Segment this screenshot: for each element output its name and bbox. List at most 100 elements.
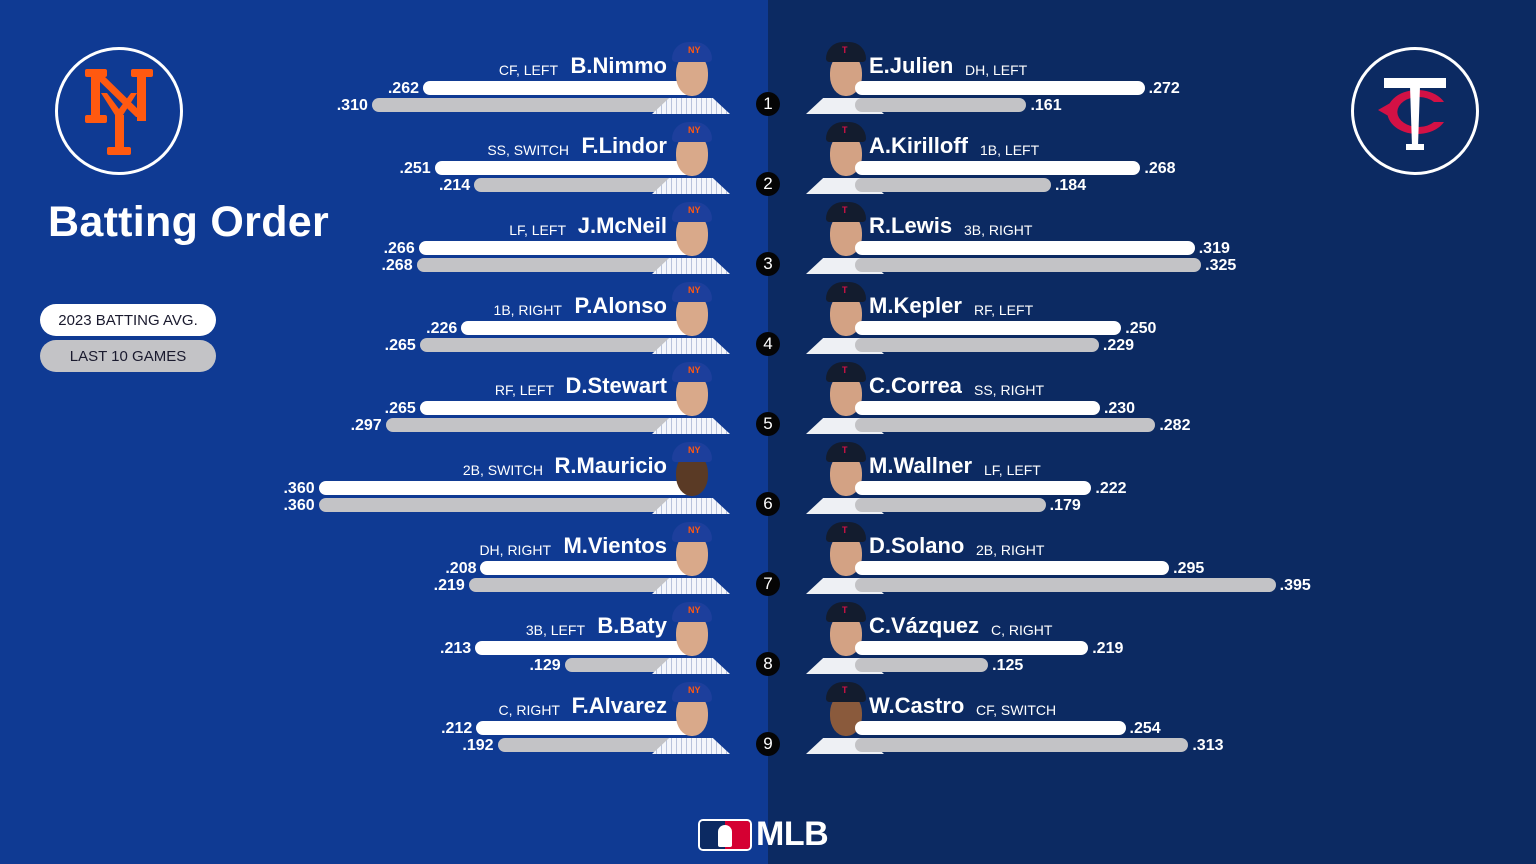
mets-player-position: LF, LEFT: [509, 222, 566, 238]
mets-player-position: 1B, RIGHT: [493, 302, 562, 318]
twins-season-bar: [855, 561, 1170, 575]
mets-season-avg: .226: [426, 320, 458, 337]
mets-season-bar: [419, 401, 702, 415]
mets-player-name: R.Mauricio: [554, 453, 667, 478]
mets-season-avg: .262: [387, 80, 419, 97]
twins-player-position: C, RIGHT: [991, 622, 1053, 638]
order-number: 3: [756, 252, 780, 276]
twins-last10-bar: [855, 738, 1189, 752]
mets-last10-avg: .265: [384, 337, 416, 354]
mets-season-avg: .212: [441, 720, 473, 737]
mets-season-avg: .266: [383, 240, 415, 257]
twins-last10-avg: .229: [1102, 337, 1135, 354]
mets-season-bar: [434, 161, 702, 175]
twins-season-bar: [855, 641, 1089, 655]
twins-season-bar: [855, 721, 1126, 735]
mets-season-bar: [461, 321, 702, 335]
twins-player-position: 1B, LEFT: [980, 142, 1040, 158]
mets-season-bar: [480, 561, 702, 575]
twins-player-position: RF, LEFT: [974, 302, 1034, 318]
twins-player-name: W.Castro: [869, 693, 965, 718]
mets-last10-avg: .310: [336, 97, 368, 114]
mets-last10-bar: [497, 738, 702, 752]
twins-player-name: R.Lewis: [869, 213, 953, 238]
mets-season-avg: .251: [399, 160, 431, 177]
twins-last10-avg: .125: [992, 657, 1024, 674]
mets-player-position: 2B, SWITCH: [462, 462, 543, 478]
twins-last10-bar: [855, 338, 1099, 352]
twins-last10-avg: .184: [1054, 177, 1087, 194]
mets-last10-bar: [474, 178, 702, 192]
mets-player-photo: NY: [652, 40, 730, 114]
mets-last10-bar: [468, 578, 702, 592]
mets-player-photo: NY: [652, 680, 730, 754]
twins-last10-avg: .179: [1049, 497, 1081, 514]
twins-last10-avg: .395: [1279, 577, 1311, 594]
twins-last10-bar: [855, 178, 1051, 192]
twins-last10-bar: [855, 498, 1046, 512]
twins-season-bar: [855, 241, 1195, 255]
order-number: 9: [756, 732, 780, 756]
order-number: 1: [756, 92, 780, 116]
mets-player-name: F.Lindor: [581, 133, 667, 158]
twins-season-avg: .222: [1095, 480, 1127, 497]
mets-player-name: F.Alvarez: [571, 693, 667, 718]
mets-season-bar: [422, 81, 702, 95]
mets-last10-avg: .219: [433, 577, 465, 594]
mets-last10-bar: [318, 498, 702, 512]
twins-season-avg: .219: [1092, 640, 1124, 657]
twins-tc-icon: [1378, 78, 1446, 150]
legend-season-avg: 2023 BATTING AVG.: [40, 304, 216, 336]
mets-player-photo: NY: [652, 120, 730, 194]
twins-season-avg: .295: [1173, 560, 1205, 577]
twins-last10-avg: .325: [1205, 257, 1237, 274]
order-number: 7: [756, 572, 780, 596]
twins-player-name: A.Kirilloff: [869, 133, 968, 158]
twins-player-position: 2B, RIGHT: [976, 542, 1045, 558]
twins-player-position: 3B, RIGHT: [964, 222, 1033, 238]
twins-season-avg: .268: [1144, 160, 1176, 177]
mlb-logo: MLB: [698, 815, 829, 854]
mets-player-photo: NY: [652, 440, 730, 514]
mets-season-bar: [475, 641, 702, 655]
twins-season-bar: [855, 401, 1100, 415]
mets-last10-avg: .192: [462, 737, 494, 754]
mets-season-avg: .208: [445, 560, 477, 577]
mets-last10-bar: [371, 98, 702, 112]
twins-last10-avg: .282: [1159, 417, 1191, 434]
mets-logo: [55, 47, 183, 175]
twins-player-name: M.Kepler: [869, 293, 962, 318]
twins-player-position: DH, LEFT: [965, 62, 1028, 78]
twins-last10-avg: .313: [1192, 737, 1224, 754]
page-title: Batting Order: [48, 198, 330, 246]
mets-season-bar: [418, 241, 702, 255]
mets-season-avg: .213: [440, 640, 472, 657]
twins-last10-avg: .161: [1030, 97, 1062, 114]
mets-last10-avg: .268: [381, 257, 413, 274]
twins-season-avg: .254: [1129, 720, 1161, 737]
twins-season-bar: [855, 321, 1122, 335]
mets-player-position: CF, LEFT: [498, 62, 558, 78]
order-number: 8: [756, 652, 780, 676]
mets-player-position: C, RIGHT: [498, 702, 560, 718]
twins-last10-bar: [855, 418, 1156, 432]
twins-player-name: M.Wallner: [869, 453, 973, 478]
twins-player-name: C.Vázquez: [869, 613, 980, 638]
mets-player-position: RF, LEFT: [494, 382, 554, 398]
mets-player-photo: NY: [652, 520, 730, 594]
twins-player-position: LF, LEFT: [984, 462, 1041, 478]
twins-season-avg: .230: [1103, 400, 1136, 417]
order-number: 6: [756, 492, 780, 516]
mets-last10-avg: .297: [350, 417, 382, 434]
twins-last10-bar: [855, 98, 1027, 112]
mets-player-position: 3B, LEFT: [525, 622, 585, 638]
twins-logo: [1351, 47, 1479, 175]
mets-player-name: J.McNeil: [577, 213, 667, 238]
mets-player-position: DH, RIGHT: [479, 542, 551, 558]
order-number: 2: [756, 172, 780, 196]
mets-last10-avg: .129: [529, 657, 561, 674]
mets-last10-avg: .214: [438, 177, 471, 194]
mlb-batter-icon: [698, 818, 752, 851]
mets-season-bar: [318, 481, 702, 495]
mets-ny-icon: [85, 69, 153, 155]
